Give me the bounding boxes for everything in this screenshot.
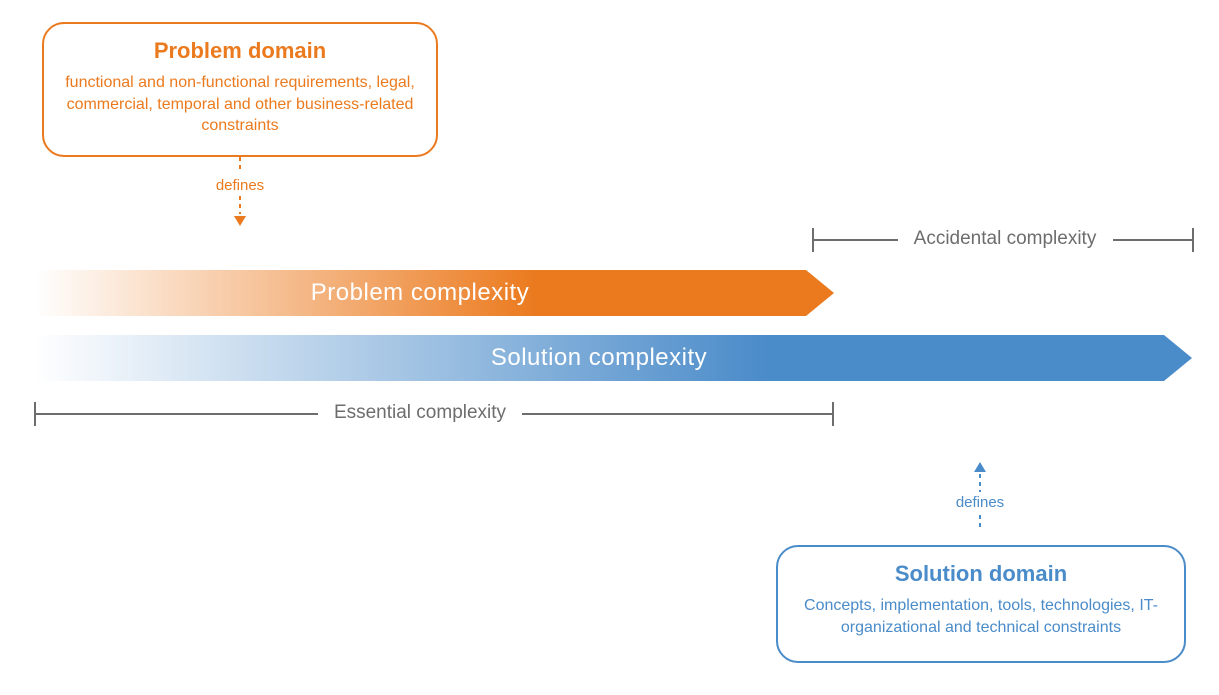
defines-bottom: defines [930, 462, 1030, 533]
problem-domain-title: Problem domain [64, 38, 416, 64]
defines-bottom-dash-below [970, 513, 990, 533]
defines-top-dash-above [230, 155, 250, 175]
accidental-label: Accidental complexity [908, 228, 1103, 250]
problem-domain-box: Problem domain functional and non-functi… [42, 22, 438, 157]
defines-top: defines [190, 155, 290, 228]
problem-domain-desc: functional and non-functional requiremen… [64, 72, 416, 137]
essential-label: Essential complexity [328, 402, 512, 424]
solution-domain-title: Solution domain [798, 561, 1164, 587]
defines-bottom-label: defines [930, 492, 1030, 513]
solution-domain-box: Solution domain Concepts, implementation… [776, 545, 1186, 663]
problem-complexity-arrow: Problem complexity [34, 270, 834, 316]
accidental-bracket: Accidental complexity [812, 228, 1194, 252]
arrow-head-icon [806, 270, 834, 316]
problem-complexity-label: Problem complexity [34, 270, 806, 316]
solution-complexity-label: Solution complexity [34, 335, 1164, 381]
arrow-head-icon [1164, 335, 1192, 381]
solution-complexity-arrow: Solution complexity [34, 335, 1192, 381]
solution-domain-desc: Concepts, implementation, tools, technol… [798, 595, 1164, 638]
defines-top-arrow [230, 196, 250, 228]
defines-bottom-arrow [970, 462, 990, 492]
essential-bracket: Essential complexity [34, 402, 834, 426]
defines-top-label: defines [190, 175, 290, 196]
